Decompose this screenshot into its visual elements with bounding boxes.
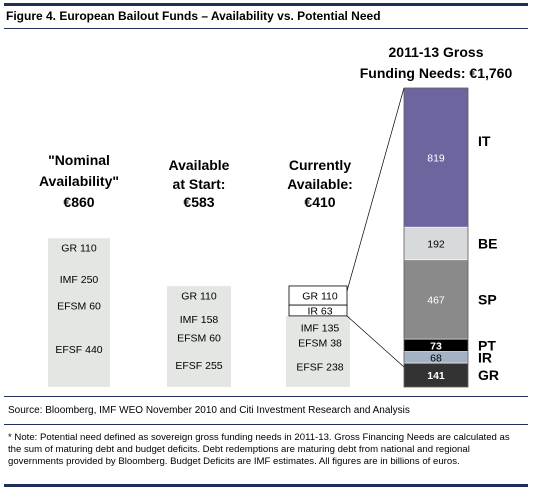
footnote: * Note: Potential need defined as sovere… [8, 432, 510, 467]
segment-label-1-gr-110: GR 110 [61, 243, 97, 255]
segment-label-1-efsf-440: EFSF 440 [55, 344, 102, 356]
source-text: Source: Bloomberg, IMF WEO November 2010… [8, 405, 410, 416]
segment-label-2-efsm-60: EFSM 60 [177, 333, 221, 345]
segment-label-1-imf-250: IMF 250 [60, 274, 99, 286]
source-rule [4, 396, 528, 397]
connector-line-top [346, 87, 405, 292]
segment-label-3-ir-63: IR 63 [307, 305, 332, 317]
needs-segment-sp [403, 259, 469, 340]
title-rule [4, 28, 528, 29]
country-label-it: IT [478, 133, 491, 149]
needs-value-ir: 68 [430, 352, 442, 364]
segment-label-2-imf-158: IMF 158 [180, 314, 219, 326]
figure-title: Figure 4. European Bailout Funds – Avail… [6, 9, 381, 23]
needs-value-sp: 467 [427, 294, 445, 306]
column-header-1-line-1: "Nominal [48, 152, 110, 168]
country-label-sp: SP [478, 291, 497, 307]
top-rule [4, 3, 528, 6]
needs-value-it: 819 [427, 153, 445, 165]
column-header-3-line-3: €410 [304, 194, 335, 210]
segment-label-1-efsm-60: EFSM 60 [57, 301, 101, 313]
note-rule [4, 424, 528, 425]
column-header-2-line-3: €583 [183, 194, 214, 210]
country-label-pt: PT [478, 337, 496, 353]
segment-label-3-efsf-238: EFSF 238 [296, 361, 343, 373]
column-header-1-line-2: Availability" [39, 173, 119, 189]
column-header-4-line-2: Funding Needs: €1,760 [360, 65, 513, 81]
column-header-3-line-2: Available: [287, 176, 353, 192]
used-box-gr-110 [288, 285, 348, 306]
country-label-ir: IR [478, 349, 492, 365]
column-header-2-line-2: at Start: [173, 176, 226, 192]
column-header-4-line-1: 2011-13 Gross [389, 44, 484, 60]
needs-segment-be [403, 226, 469, 261]
connector-line-bottom [346, 315, 405, 368]
segment-label-3-imf-135: IMF 135 [301, 323, 340, 335]
needs-value-gr: 141 [427, 370, 445, 382]
column-header-3-line-1: Currently [289, 157, 351, 173]
funds-chart: "Nominal Availability" €860 Available at Sta… [39, 44, 513, 388]
segment-label-3-efsm-38: EFSM 38 [298, 338, 342, 350]
segment-label-2-efsf-255: EFSF 255 [175, 360, 222, 372]
needs-bar-outline [403, 87, 469, 388]
country-label-be: BE [478, 235, 497, 251]
available-bar-2 [167, 286, 231, 387]
available-bar-1 [48, 238, 110, 387]
needs-value-be: 192 [427, 238, 445, 250]
available-bar-3 [286, 315, 350, 387]
column-header-1-line-3: €860 [63, 194, 94, 210]
needs-segment-it [403, 87, 469, 228]
needs-value-pt: 73 [430, 340, 442, 352]
bottom-rule [4, 484, 528, 487]
segment-label-3-gr-110: GR 110 [302, 290, 338, 302]
segment-label-2-gr-110: GR 110 [181, 291, 217, 303]
column-header-2-line-1: Available [169, 157, 230, 173]
country-label-gr: GR [478, 367, 499, 383]
